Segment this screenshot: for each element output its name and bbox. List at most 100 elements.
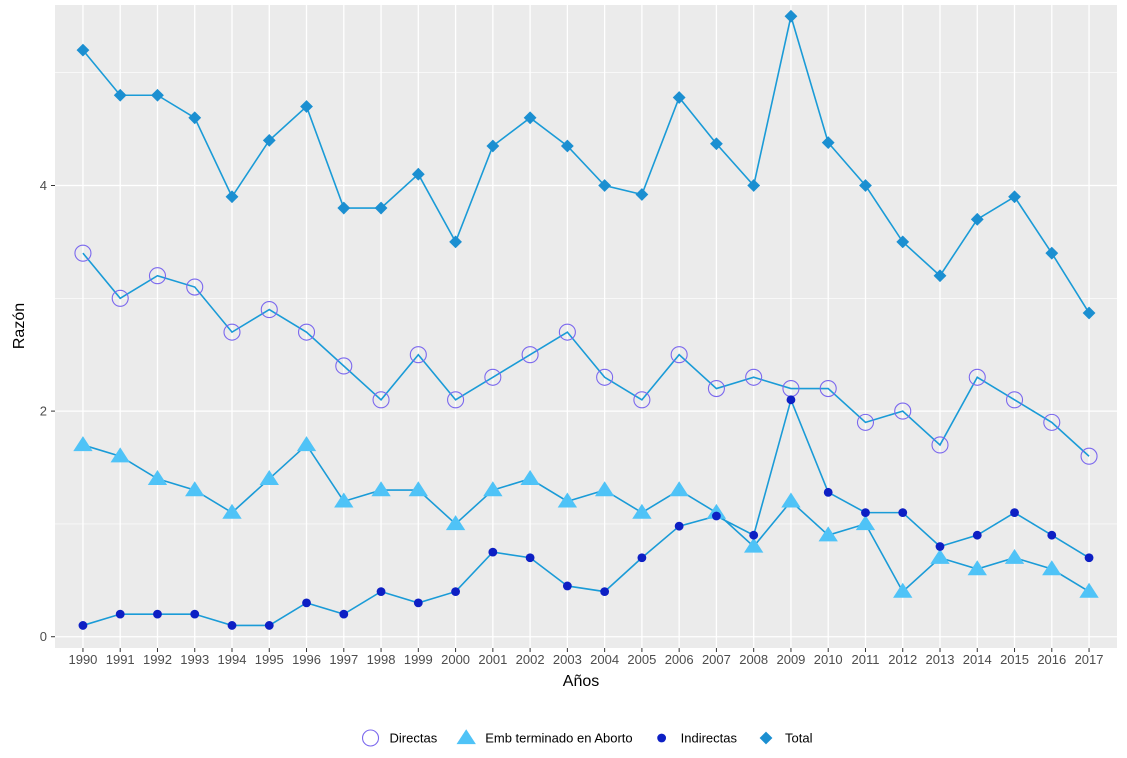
point-indirectas xyxy=(823,487,833,497)
point-emb-terminado-en-aborto xyxy=(1004,548,1025,564)
point-emb-terminado-en-aborto xyxy=(855,515,876,531)
point-directas xyxy=(968,368,986,386)
point-emb-terminado-en-aborto xyxy=(744,537,764,553)
point-indirectas xyxy=(1010,508,1019,518)
point-total xyxy=(560,139,574,153)
point-emb-terminado-en-aborto xyxy=(594,481,615,497)
x-tick-label: 1993 xyxy=(180,652,209,667)
point-indirectas xyxy=(376,587,386,596)
point-emb-terminado-en-aborto xyxy=(147,469,168,485)
point-total xyxy=(933,269,947,283)
legend-key-directas xyxy=(361,729,380,747)
point-total xyxy=(188,111,202,125)
point-indirectas xyxy=(264,621,274,630)
point-indirectas xyxy=(488,547,498,557)
point-emb-terminado-en-aborto xyxy=(930,548,950,564)
point-total xyxy=(225,190,239,204)
point-emb-terminado-en-aborto xyxy=(669,481,689,497)
point-directas xyxy=(707,379,725,398)
series-line-directas xyxy=(82,252,1090,457)
point-indirectas xyxy=(190,609,200,619)
point-directas xyxy=(186,278,204,296)
point-emb-terminado-en-aborto xyxy=(1079,582,1099,598)
point-total xyxy=(300,100,313,113)
point-indirectas xyxy=(786,395,796,405)
y-axis-ticks: 0 2 4 xyxy=(40,178,55,644)
point-total xyxy=(1045,246,1059,260)
point-directas xyxy=(1043,413,1061,431)
x-tick-label: 1994 xyxy=(218,652,247,667)
point-indirectas xyxy=(562,581,572,591)
x-tick-label: 1998 xyxy=(367,652,396,667)
legend-item-total: Total xyxy=(755,727,813,749)
legend-item-emb-terminado-en-aborto: Emb terminado en Aborto xyxy=(455,727,633,749)
point-emb-terminado-en-aborto xyxy=(73,436,93,452)
point-directas xyxy=(856,413,875,431)
point-indirectas xyxy=(339,609,349,619)
series-line-indirectas xyxy=(82,397,1090,627)
panel-background xyxy=(55,5,1117,648)
x-tick-label: 2000 xyxy=(441,652,470,667)
point-emb-terminado-en-aborto xyxy=(1042,560,1062,576)
legend-label: Directas xyxy=(390,731,438,746)
point-directas xyxy=(745,368,763,386)
point-indirectas xyxy=(935,542,945,551)
point-total xyxy=(151,88,164,102)
x-tick-label: 2006 xyxy=(665,652,694,667)
point-emb-terminado-en-aborto xyxy=(818,526,838,542)
x-tick-label: 2009 xyxy=(776,652,805,667)
legend-item-indirectas: Indirectas xyxy=(650,727,737,749)
point-emb-terminado-en-aborto xyxy=(967,560,987,576)
point-indirectas xyxy=(525,553,535,563)
point-emb-terminado-en-aborto xyxy=(893,582,913,598)
legend-item-directas: Directas xyxy=(359,727,438,749)
point-directas xyxy=(1005,391,1024,409)
x-tick-label: 2002 xyxy=(516,652,545,667)
point-indirectas xyxy=(1084,553,1094,563)
legend-key-indirectas xyxy=(657,733,667,743)
point-total xyxy=(76,43,90,57)
point-total xyxy=(113,88,127,102)
point-emb-terminado-en-aborto xyxy=(445,515,466,531)
legend-label: Total xyxy=(785,731,813,746)
point-indirectas xyxy=(1047,530,1057,540)
point-emb-terminado-en-aborto xyxy=(259,469,279,485)
point-total xyxy=(859,179,872,192)
x-tick-label: 1997 xyxy=(329,652,358,667)
point-directas xyxy=(931,436,949,454)
point-directas xyxy=(670,346,688,364)
x-tick-label: 2003 xyxy=(553,652,582,667)
legend: Directas Emb terminado en Aborto Indirecta… xyxy=(359,727,813,749)
point-emb-terminado-en-aborto xyxy=(222,503,242,519)
x-tick-label: 1995 xyxy=(255,652,284,667)
point-indirectas xyxy=(413,598,423,608)
point-total xyxy=(747,179,761,192)
x-tick-label: 2010 xyxy=(814,652,843,667)
point-directas xyxy=(558,323,576,341)
point-directas xyxy=(335,357,353,375)
point-total xyxy=(1082,306,1096,320)
point-total xyxy=(449,235,462,249)
plot-panel xyxy=(55,5,1117,648)
point-total xyxy=(784,9,798,23)
x-tick-label: 1992 xyxy=(143,652,172,667)
point-indirectas xyxy=(153,609,162,619)
point-directas xyxy=(372,391,390,409)
point-emb-terminado-en-aborto xyxy=(483,481,503,497)
point-directas xyxy=(1080,447,1098,465)
point-indirectas xyxy=(600,587,610,596)
point-total xyxy=(598,179,612,192)
point-total xyxy=(821,136,835,150)
grid-lines xyxy=(55,5,1117,648)
point-directas xyxy=(260,301,278,319)
point-emb-terminado-en-aborto xyxy=(334,492,354,508)
x-tick-label: 1996 xyxy=(292,652,321,667)
point-indirectas xyxy=(115,609,125,619)
x-tick-label: 2012 xyxy=(888,652,917,667)
point-total xyxy=(672,91,686,104)
legend-key-emb-terminado-en-aborto xyxy=(456,729,476,745)
point-directas xyxy=(596,368,614,386)
x-axis-title: Años xyxy=(563,673,599,690)
